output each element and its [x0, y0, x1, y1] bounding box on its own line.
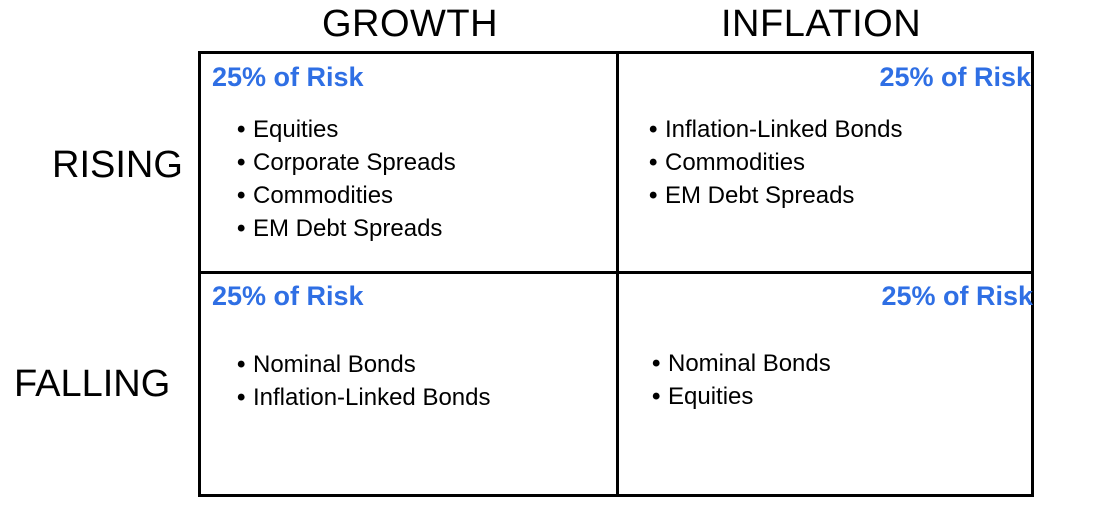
- asset-label: Inflation-Linked Bonds: [253, 384, 491, 411]
- falling-inflation-risk-label: 25% of Risk: [881, 281, 1033, 311]
- bullet-icon: •: [237, 116, 246, 143]
- falling-growth-risk-label: 25% of Risk: [212, 281, 364, 311]
- vertical-divider: [616, 54, 619, 494]
- asset-label: Equities: [668, 383, 754, 410]
- row-header-falling: FALLING: [14, 363, 171, 405]
- column-header-inflation: INFLATION: [721, 3, 922, 45]
- asset-list-item: • Commodities: [237, 179, 456, 212]
- bullet-icon: •: [652, 350, 661, 377]
- asset-list-item: • Nominal Bonds: [237, 348, 491, 381]
- asset-label: Inflation-Linked Bonds: [665, 116, 903, 143]
- asset-list-item: • EM Debt Spreads: [649, 179, 903, 212]
- asset-list-item: • Inflation-Linked Bonds: [237, 381, 491, 414]
- asset-label: Commodities: [253, 182, 394, 209]
- asset-list-item: • Inflation-Linked Bonds: [649, 113, 903, 146]
- rising-growth-risk-label: 25% of Risk: [212, 62, 364, 92]
- bullet-icon: •: [237, 215, 246, 242]
- bullet-icon: •: [237, 384, 246, 411]
- bullet-icon: •: [237, 182, 246, 209]
- asset-list-item: • EM Debt Spreads: [237, 212, 456, 245]
- asset-label: EM Debt Spreads: [665, 182, 855, 209]
- row-header-rising: RISING: [52, 144, 183, 186]
- quadrant-grid: 25% of Risk • Equities • Corporate Spreads •…: [198, 51, 1034, 497]
- bullet-icon: •: [649, 149, 658, 176]
- asset-label: EM Debt Spreads: [253, 215, 443, 242]
- asset-list-item: • Equities: [237, 113, 456, 146]
- bullet-icon: •: [649, 182, 658, 209]
- rising-inflation-risk-label: 25% of Risk: [879, 62, 1031, 92]
- column-header-growth: GROWTH: [322, 3, 499, 45]
- rising-growth-asset-list: • Equities • Corporate Spreads • Commodities •…: [237, 113, 456, 245]
- bullet-icon: •: [237, 351, 246, 378]
- bullet-icon: •: [652, 383, 661, 410]
- bullet-icon: •: [649, 116, 658, 143]
- asset-label: Commodities: [665, 149, 806, 176]
- asset-label: Corporate Spreads: [253, 149, 456, 176]
- asset-label: Equities: [253, 116, 339, 143]
- bullet-icon: •: [237, 149, 246, 176]
- asset-list-item: • Equities: [652, 380, 831, 413]
- falling-inflation-asset-list: • Nominal Bonds • Equities: [652, 347, 831, 413]
- falling-growth-asset-list: • Nominal Bonds • Inflation-Linked Bonds: [237, 348, 491, 414]
- asset-list-item: • Corporate Spreads: [237, 146, 456, 179]
- asset-label: Nominal Bonds: [253, 351, 416, 378]
- asset-list-item: • Commodities: [649, 146, 903, 179]
- asset-label: Nominal Bonds: [668, 350, 831, 377]
- horizontal-divider: [201, 271, 1031, 274]
- rising-inflation-asset-list: • Inflation-Linked Bonds • Commodities • EM D…: [649, 113, 903, 212]
- asset-list-item: • Nominal Bonds: [652, 347, 831, 380]
